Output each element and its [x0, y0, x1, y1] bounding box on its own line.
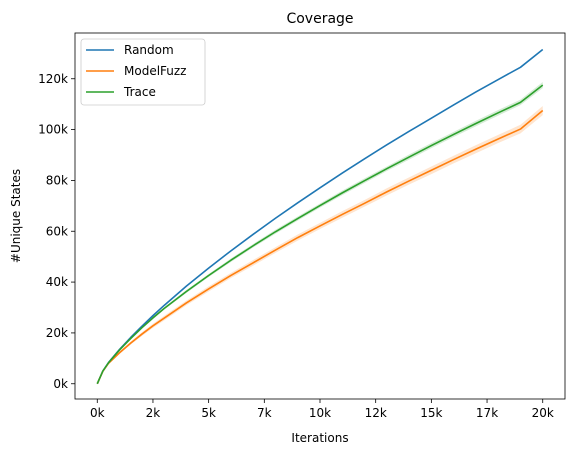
series-band-trace	[97, 82, 543, 384]
x-tick-label: 7k	[257, 406, 272, 420]
x-tick-label: 2k	[146, 406, 161, 420]
x-tick-label: 20k	[532, 406, 554, 420]
x-tick-label: 10k	[309, 406, 331, 420]
legend-label-random: Random	[124, 43, 174, 57]
y-tick-label: 20k	[46, 326, 68, 340]
x-axis: 0k 2k 5k 7k 10k 12k 15k 17k 20k	[90, 399, 554, 420]
series-line-trace	[96, 84, 544, 385]
y-tick-label: 40k	[46, 275, 68, 289]
y-tick-label: 80k	[46, 173, 68, 187]
y-tick-label: 120k	[38, 72, 68, 86]
y-axis-label: #Unique States	[9, 169, 23, 263]
series-band-modelfuzz	[97, 105, 543, 384]
chart-title: Coverage	[286, 11, 353, 27]
x-tick-label: 5k	[201, 406, 216, 420]
legend-label-modelfuzz: ModelFuzz	[124, 64, 186, 78]
y-tick-label: 60k	[46, 224, 68, 238]
legend-label-trace: Trace	[123, 85, 156, 99]
x-axis-label: Iterations	[291, 431, 348, 445]
x-tick-label: 17k	[476, 406, 498, 420]
y-tick-label: 0k	[53, 377, 68, 391]
x-tick-label: 12k	[365, 406, 387, 420]
legend-box	[80, 38, 206, 106]
x-tick-label: 15k	[420, 406, 442, 420]
y-tick-label: 100k	[38, 123, 68, 137]
y-axis: 0k 20k 40k 60k 80k 100k 120k	[38, 72, 75, 391]
x-tick-label: 0k	[90, 406, 105, 420]
legend: Random ModelFuzz Trace	[80, 38, 206, 106]
series-line-modelfuzz	[96, 109, 544, 385]
plot-area	[96, 48, 544, 385]
